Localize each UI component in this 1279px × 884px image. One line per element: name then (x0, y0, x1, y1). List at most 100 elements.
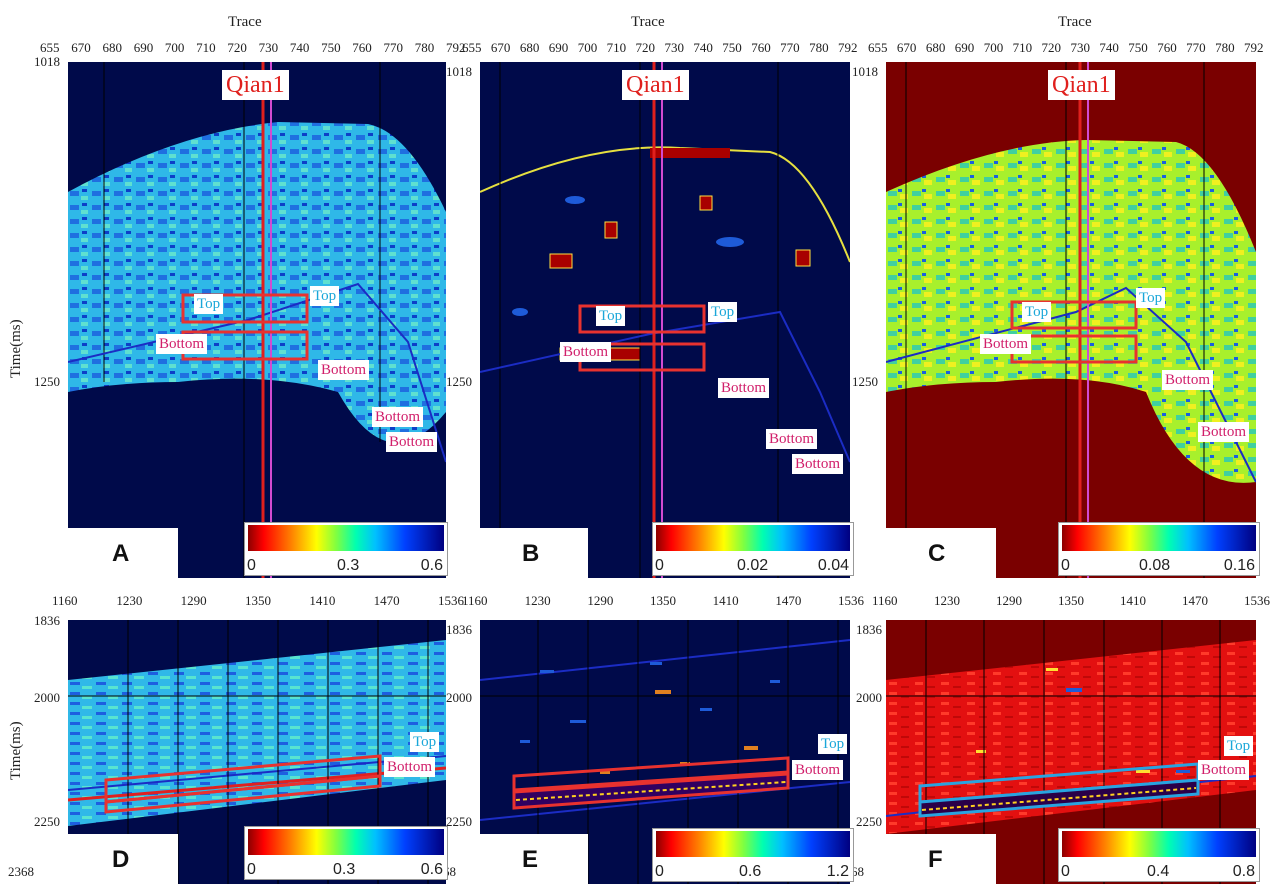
panel-a-section (68, 62, 446, 578)
y-tick-1836-f: 1836 (856, 622, 882, 637)
tag-bottom-a-3: Bottom (386, 432, 438, 452)
y-tick-2250-f: 2250 (856, 814, 882, 829)
colorbar-e-max: 1.2 (826, 863, 849, 880)
y-axis-title-top: Time(ms) (8, 319, 24, 378)
colorbar-c-min: 0 (1061, 557, 1070, 574)
trace-tick-c-700: 700 (983, 40, 1004, 55)
y-tick-1836-d: 1836 (34, 613, 60, 628)
well-label-a: Qian1 (222, 70, 289, 100)
trace-axis-title-a: Trace (228, 14, 262, 30)
bottom-ticks-d: 1160 1230 1290 1350 1410 1470 1536 (52, 593, 464, 611)
panel-d-letter-bg (68, 834, 178, 884)
cdp-tick-f-1536: 1536 (1244, 593, 1270, 608)
trace-tick-c-655: 655 (868, 40, 888, 55)
colorbar-f-min: 0 (1061, 863, 1070, 880)
trace-tick-b-680: 680 (519, 40, 540, 55)
panel-c-letter-bg (886, 528, 996, 578)
cdp-tick-e-1536: 1536 (838, 593, 864, 608)
colorbar-e-min: 0 (655, 863, 664, 880)
tag-top-b-box: Top (596, 306, 626, 326)
y-tick-1836-e: 1836 (446, 622, 472, 637)
colorbar-b: 0 0.02 0.04 (652, 522, 854, 576)
cdp-tick-d-1160: 1160 (52, 593, 78, 608)
panel-a-letter-bg (68, 528, 178, 578)
panel-letter-f: F (928, 846, 943, 873)
tag-bottom-c-1: Bottom (1162, 370, 1214, 390)
trace-tick-b-670: 670 (490, 40, 511, 55)
trace-tick-b-770: 770 (780, 40, 800, 55)
trace-tick-b-760: 760 (751, 40, 771, 55)
cdp-tick-d-1410: 1410 (309, 593, 336, 608)
y-tick-2000-e: 2000 (446, 690, 472, 705)
bottom-ticks-f: 1160 1230 1290 1350 1410 1470 1536 (872, 593, 1270, 611)
cdp-tick-d-1230: 1230 (116, 593, 143, 608)
cdp-tick-e-1470: 1470 (775, 593, 802, 608)
cdp-tick-e-1160: 1160 (462, 593, 488, 608)
colorbar-d-max: 0.6 (420, 861, 443, 878)
y-tick-1250-c: 1250 (852, 374, 878, 389)
panel-c-section (886, 62, 1256, 578)
colorbar-d: 0 0.3 0.6 (244, 826, 448, 880)
panel-e-letter-bg (480, 834, 588, 884)
trace-tick-a-730: 730 (258, 40, 279, 55)
panel-f-letter-bg (886, 834, 996, 884)
trace-tick-c-792: 792 (1244, 40, 1264, 55)
cdp-tick-e-1290: 1290 (587, 593, 614, 608)
y-tick-2250-d: 2250 (34, 814, 60, 829)
y-tick-1250-b: 1250 (446, 374, 472, 389)
colorbar-a-max: 0.6 (420, 557, 443, 574)
trace-ticks-c: 655 670 680 690 700 710 720 730 740 750 760 770 780 7… (868, 40, 1268, 58)
well-label-c: Qian1 (1048, 70, 1115, 100)
cdp-tick-e-1350: 1350 (650, 593, 676, 608)
cdp-tick-f-1350: 1350 (1058, 593, 1084, 608)
tag-bottom-a-1: Bottom (318, 360, 370, 380)
y-tick-2368-d: 2368 (8, 864, 34, 879)
colorbar-a: 0 0.3 0.6 (244, 522, 448, 576)
trace-tick-c-760: 760 (1157, 40, 1177, 55)
trace-tick-c-680: 680 (925, 40, 946, 55)
colorbar-b-max: 0.04 (817, 557, 849, 574)
panel-letter-c: C (928, 540, 946, 567)
trace-ticks-a: 655 670 680 690 700 710 720 730 740 750 760 770 780 7… (40, 40, 470, 58)
trace-tick-a-740: 740 (289, 40, 310, 55)
panel-f-section (886, 620, 1256, 884)
trace-tick-c-720: 720 (1041, 40, 1062, 55)
colorbar-d-mid: 0.3 (333, 861, 356, 878)
colorbar-d-min: 0 (247, 861, 256, 878)
panel-b-section (480, 62, 850, 578)
colorbar-c-mid: 0.08 (1139, 557, 1171, 574)
trace-tick-c-670: 670 (896, 40, 917, 55)
colorbar-c: 0 0.08 0.16 (1058, 522, 1260, 576)
tag-top-a: Top (310, 286, 340, 306)
y-tick-1250-a: 1250 (34, 374, 60, 389)
trace-axis-title-b: Trace (631, 14, 665, 30)
trace-tick-b-750: 750 (722, 40, 742, 55)
panel-c-plot (886, 62, 1256, 578)
trace-tick-b-780: 780 (809, 40, 829, 55)
colorbar-e-mid: 0.6 (739, 863, 762, 880)
colorbar-b-mid: 0.02 (737, 557, 769, 574)
panel-b-letter-bg (480, 528, 588, 578)
trace-tick-c-770: 770 (1186, 40, 1206, 55)
y-tick-1018-b: 1018 (446, 64, 472, 79)
well-label-b: Qian1 (622, 70, 689, 100)
trace-tick-b-710: 710 (606, 40, 627, 55)
y-tick-1018-c: 1018 (852, 64, 878, 79)
colorbar-c-max: 0.16 (1223, 557, 1255, 574)
panel-letter-a: A (112, 540, 130, 567)
trace-tick-c-780: 780 (1215, 40, 1235, 55)
tag-bottom-f: Bottom (1198, 760, 1250, 780)
trace-tick-a-680: 680 (102, 40, 122, 55)
colorbar-a-mid: 0.3 (337, 557, 360, 574)
trace-tick-a-780: 780 (414, 40, 435, 55)
trace-tick-b-730: 730 (664, 40, 684, 55)
tag-top-e: Top (818, 734, 848, 754)
y-tick-1018-a: 1018 (34, 54, 60, 69)
panel-d-section (68, 620, 446, 884)
cdp-tick-f-1230: 1230 (934, 593, 960, 608)
tag-bottom-c-box: Bottom (980, 334, 1032, 354)
trace-tick-b-740: 740 (693, 40, 713, 55)
trace-tick-b-655: 655 (462, 40, 482, 55)
tag-bottom-b-2: Bottom (766, 429, 818, 449)
trace-ticks-b: 655 670 680 690 700 710 720 730 740 750 760 770 780 7… (462, 40, 862, 58)
